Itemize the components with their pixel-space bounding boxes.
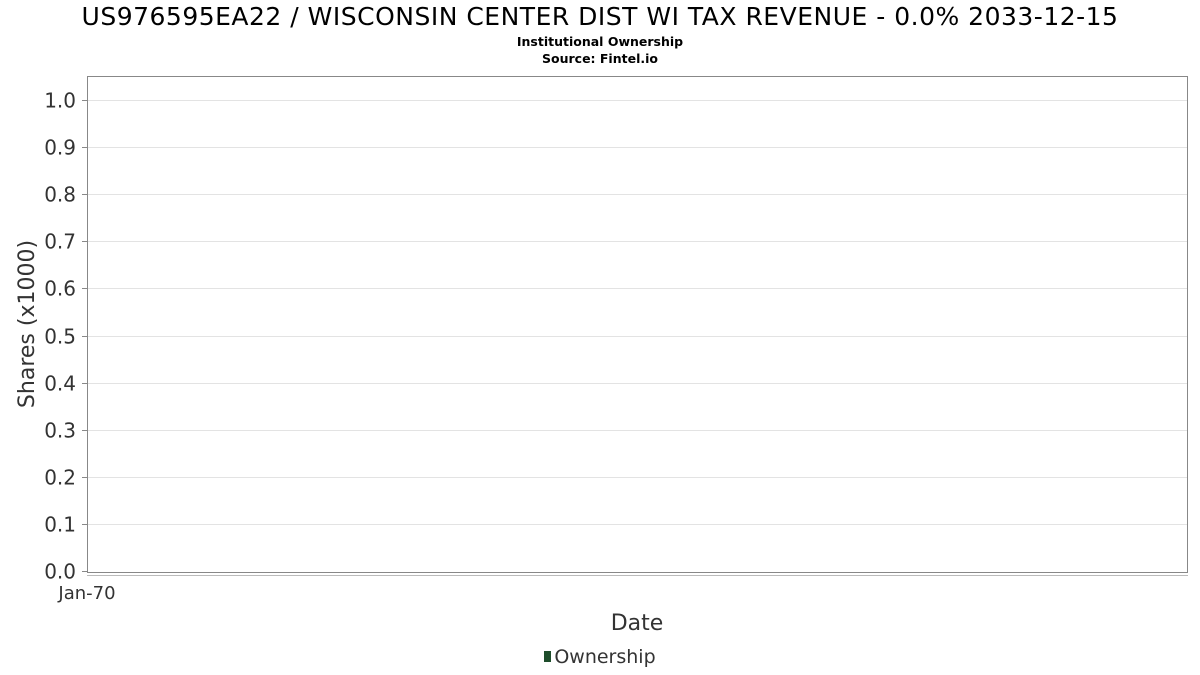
y-tick-label-3: 0.3 xyxy=(44,419,76,443)
y-tick-label-4: 0.4 xyxy=(44,372,76,396)
y-tick-label-1: 0.1 xyxy=(44,513,76,537)
legend: Ownership xyxy=(0,646,1200,668)
y-tick-label-9: 0.9 xyxy=(44,136,76,160)
plot-area xyxy=(87,76,1188,573)
legend-label-ownership: Ownership xyxy=(554,646,656,668)
y-tick-label-2: 0.2 xyxy=(44,466,76,490)
y-tick-label-7: 0.7 xyxy=(44,230,76,254)
y-tick-label-8: 0.8 xyxy=(44,183,76,207)
x-tick-label-0: Jan-70 xyxy=(57,583,115,604)
legend-swatch-ownership xyxy=(544,651,552,662)
chart-subtitle-source: Source: Fintel.io xyxy=(542,51,658,66)
y-axis-label: Shares (x1000) xyxy=(15,240,40,408)
chart-title: US976595EA22 / WISCONSIN CENTER DIST WI … xyxy=(81,2,1119,31)
y-tick-label-10: 1.0 xyxy=(44,89,76,113)
gridlines xyxy=(87,100,1187,525)
x-axis: Jan-70 xyxy=(57,575,1188,604)
y-tick-label-6: 0.6 xyxy=(44,277,76,301)
y-axis: 0.0 0.1 0.2 0.3 0.4 0.5 0.6 0.7 0.8 0.9 1.0 xyxy=(44,89,87,584)
y-tick-label-5: 0.5 xyxy=(44,325,76,349)
chart-subtitle-ownership: Institutional Ownership xyxy=(516,34,684,49)
x-axis-label: Date xyxy=(611,611,664,636)
y-tick-label-0: 0.0 xyxy=(44,560,76,584)
